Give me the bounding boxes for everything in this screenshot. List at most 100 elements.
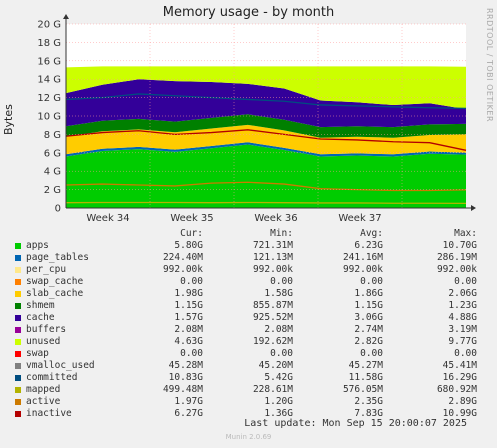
legend-cur: 992.00k (162, 264, 203, 275)
legend-avg: 7.83G (354, 408, 383, 419)
legend-row-inactive: inactive 6.27G 1.36G 7.83G 10.99G (12, 408, 492, 420)
rrdtool-credit: RRDTOOL / TOBI OETIKER (485, 8, 494, 123)
legend-min: 1.36G (264, 408, 293, 419)
x-tick-label: Week 34 (86, 213, 129, 224)
legend-min: 228.61M (252, 384, 293, 395)
legend-max: 680.92M (436, 384, 477, 395)
legend-row-active: active 1.97G 1.20G 2.35G 2.89G (12, 396, 492, 408)
legend-cur: 45.28M (168, 360, 203, 371)
legend-row-shmem: shmem 1.15G 855.87M 1.15G 1.23G (12, 300, 492, 312)
legend-name: apps (26, 240, 49, 251)
legend-name: swap_cache (26, 276, 84, 287)
legend-min: 992.00k (252, 264, 293, 275)
legend-avg: 1.15G (354, 300, 383, 311)
line-mapped (65, 201, 467, 205)
legend-name: buffers (26, 324, 67, 335)
legend-cur: 1.97G (174, 396, 203, 407)
legend-max: 10.99G (442, 408, 477, 419)
y-tick-label: 2 G (44, 185, 61, 196)
y-tick-label: 20 G (37, 20, 61, 31)
area-page_tables (66, 142, 466, 157)
legend-min: 925.52M (252, 312, 293, 323)
legend-min: 855.87M (252, 300, 293, 311)
legend-row-swap_cache: swap_cache 0.00 0.00 0.00 0.00 (12, 276, 492, 288)
legend-swatch (15, 363, 21, 369)
line-inactive (65, 129, 467, 151)
y-tick-label: 6 G (44, 148, 61, 159)
legend-min: 2.08M (264, 324, 293, 335)
y-tick-label: 16 G (37, 56, 61, 67)
legend-avg: 3.06G (354, 312, 383, 323)
legend-max: 10.70G (442, 240, 477, 251)
area-shmem (66, 114, 466, 138)
legend-max: 286.19M (436, 252, 477, 263)
y-axis-arrow (63, 14, 69, 19)
legend-avg: 2.74M (354, 324, 383, 335)
line-active (65, 181, 467, 192)
header-cur: Cur: (180, 228, 203, 239)
legend-cur: 0.00 (180, 276, 203, 287)
legend-row-buffers: buffers 2.08M 2.08M 2.74M 3.19M (12, 324, 492, 336)
legend-cur: 10.83G (168, 372, 203, 383)
legend-name: slab_cache (26, 288, 84, 299)
legend-table: Cur: Min: Avg: Max: apps 5.80G 721.31M 6.23… (12, 228, 492, 420)
legend-row-committed: committed 10.83G 5.42G 11.58G 16.29G (12, 372, 492, 384)
legend-swatch (15, 339, 21, 345)
legend-swatch (15, 387, 21, 393)
legend-swatch (15, 375, 21, 381)
area-slab_cache (66, 124, 466, 155)
legend-avg: 992.00k (342, 264, 383, 275)
legend-avg: 241.16M (342, 252, 383, 263)
y-tick-label: 4 G (44, 167, 61, 178)
legend-row-mapped: mapped 499.48M 228.61M 576.05M 680.92M (12, 384, 492, 396)
legend-min: 721.31M (252, 240, 293, 251)
legend-name: per_cpu (26, 264, 67, 275)
legend-cur: 6.27G (174, 408, 203, 419)
legend-avg: 1.86G (354, 288, 383, 299)
legend-swatch (15, 351, 21, 357)
legend-name: vmalloc_used (26, 360, 95, 371)
legend-row-page_tables: page_tables 224.40M 121.13M 241.16M 286.19M (12, 252, 492, 264)
legend-cur: 499.48M (162, 384, 203, 395)
legend-avg: 576.05M (342, 384, 383, 395)
legend-swatch (15, 315, 21, 321)
legend-min: 1.20G (264, 396, 293, 407)
legend-avg: 2.35G (354, 396, 383, 407)
legend-name: committed (26, 372, 78, 383)
legend-max: 9.77G (448, 336, 477, 347)
header-avg: Avg: (360, 228, 383, 239)
legend-row-vmalloc_used: vmalloc_used 45.28M 45.20M 45.27M 45.41M (12, 360, 492, 372)
legend-max: 0.00 (454, 348, 477, 359)
legend-name: shmem (26, 300, 55, 311)
legend-swatch (15, 279, 21, 285)
legend-swatch (15, 243, 21, 249)
memory-chart: 0 2 G 4 G 6 G 8 G 10 G 12 G 14 G 16 G 18 G 20 G Wee… (37, 14, 476, 224)
legend-cur: 1.15G (174, 300, 203, 311)
legend-swatch (15, 327, 21, 333)
legend-name: active (26, 396, 61, 407)
legend-max: 2.06G (448, 288, 477, 299)
header-max: Max: (454, 228, 477, 239)
legend-max: 0.00 (454, 276, 477, 287)
area-cache (66, 79, 466, 128)
legend-cur: 5.80G (174, 240, 203, 251)
line-committed (65, 93, 467, 110)
legend-row-slab_cache: slab_cache 1.98G 1.58G 1.86G 2.06G (12, 288, 492, 300)
legend-name: inactive (26, 408, 72, 419)
legend-swatch (15, 291, 21, 297)
legend-row-swap: swap 0.00 0.00 0.00 0.00 (12, 348, 492, 360)
legend-swatch (15, 399, 21, 405)
legend-name: cache (26, 312, 55, 323)
y-tick-label: 10 G (37, 112, 61, 123)
y-tick-label: 8 G (44, 130, 61, 141)
legend-name: page_tables (26, 252, 89, 263)
munin-version: Munin 2.0.69 (225, 433, 272, 441)
legend-cur: 224.40M (162, 252, 203, 263)
legend-min: 5.42G (264, 372, 293, 383)
x-axis-arrow (471, 205, 476, 211)
legend-cur: 2.08M (174, 324, 203, 335)
legend-min: 121.13M (252, 252, 293, 263)
legend-avg: 2.82G (354, 336, 383, 347)
chart-title: Memory usage - by month (162, 5, 335, 20)
legend-name: mapped (26, 384, 61, 395)
